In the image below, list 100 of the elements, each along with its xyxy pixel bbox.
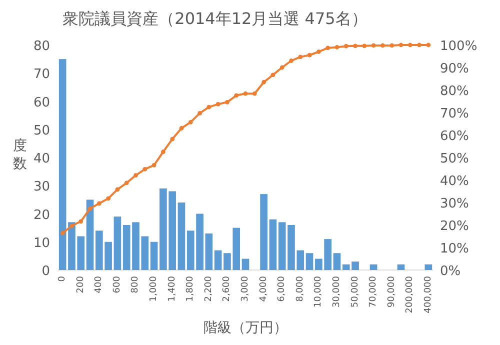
x-tick-label: 2,200	[204, 276, 214, 302]
x-tick-label: 400	[94, 276, 104, 294]
y2-tick: 100%	[440, 39, 478, 54]
x-tick-label: 8,000	[295, 276, 306, 302]
x-tick-label: 50,000	[350, 276, 360, 308]
point	[188, 120, 193, 124]
point	[124, 180, 129, 186]
y-tick: 70	[33, 67, 50, 82]
point	[426, 42, 431, 48]
y-tick: 60	[33, 95, 50, 110]
y2-tick: 70%	[440, 106, 469, 122]
bar	[150, 242, 158, 270]
x-tick-label: 800	[130, 276, 141, 294]
bar	[306, 253, 314, 270]
point	[234, 93, 239, 98]
bar	[269, 219, 277, 270]
point	[198, 110, 202, 116]
point	[78, 219, 84, 224]
x-tick-label: 1,400	[167, 276, 178, 302]
point	[170, 136, 175, 142]
point	[371, 43, 376, 48]
point	[88, 206, 92, 211]
point	[417, 42, 422, 48]
point	[60, 230, 65, 236]
bar	[260, 194, 268, 270]
x-tick-label: 1,800	[186, 276, 196, 302]
point	[142, 167, 148, 172]
point	[96, 201, 102, 206]
point	[390, 43, 394, 48]
x-tick-label: 2,600	[222, 276, 232, 302]
point	[115, 187, 120, 192]
bar	[214, 250, 222, 270]
x-tick-label: 4,000	[258, 276, 269, 302]
point	[298, 54, 303, 60]
point	[134, 173, 138, 178]
x-tick-label: 200	[76, 276, 86, 294]
point	[353, 44, 358, 48]
y-axis-title: 度数	[13, 138, 27, 172]
bar	[333, 253, 341, 270]
point	[280, 65, 284, 70]
bar	[114, 216, 122, 270]
y2-tick: 90%	[440, 62, 469, 76]
point	[243, 91, 248, 96]
bar	[86, 200, 94, 270]
bar	[397, 264, 405, 270]
point	[380, 43, 385, 48]
point	[179, 126, 184, 130]
x-tick-label: 3,000	[240, 276, 250, 302]
x-tick-label: 90,000	[386, 276, 397, 308]
x-tick-label: 600	[112, 276, 122, 294]
x-tick-label: 200,000	[405, 276, 416, 314]
point	[362, 44, 367, 48]
point	[252, 91, 257, 96]
y-tick: 40	[33, 152, 50, 166]
point	[160, 150, 166, 154]
bar	[242, 258, 250, 270]
x-tick-label: 0	[58, 276, 68, 282]
point	[316, 50, 321, 54]
y2-tick: 20%	[440, 219, 469, 234]
y-tick: 30	[33, 180, 50, 195]
y-tick: 80	[33, 39, 50, 54]
point	[262, 80, 266, 84]
point	[106, 196, 111, 201]
point	[408, 42, 412, 48]
point	[152, 162, 156, 168]
y-tick: 10	[33, 236, 50, 251]
x-tick-label: 70,000	[368, 276, 379, 308]
point	[206, 104, 212, 110]
x-tick-label: 6,000	[277, 276, 288, 302]
x-axis-title: 階級（万円）	[204, 320, 288, 336]
y-tick: 20	[33, 208, 50, 223]
x-tick-label: 1,000	[149, 276, 160, 302]
bar	[424, 264, 432, 270]
x-tick-label: 30,000	[332, 276, 342, 308]
y2-tick: 0%	[440, 264, 461, 279]
y2-tick: 50%	[440, 152, 469, 166]
bar	[370, 264, 378, 270]
x-tick-label: 400,000	[423, 276, 434, 314]
y2-tick: 10%	[440, 242, 469, 256]
point	[344, 44, 348, 48]
y-tick: 0	[42, 264, 50, 279]
bar	[205, 233, 213, 270]
bar	[58, 59, 66, 270]
point	[225, 100, 230, 104]
point	[70, 224, 74, 228]
point	[289, 58, 294, 63]
point	[270, 72, 276, 78]
point	[216, 102, 220, 106]
x-tick-label: 10,000	[314, 276, 324, 308]
y-tick: 50	[33, 123, 50, 138]
bar	[278, 222, 286, 270]
point	[398, 42, 404, 48]
y2-tick: 60%	[440, 129, 469, 144]
y2-tick: 80%	[440, 84, 469, 99]
y2-tick: 40%	[440, 174, 469, 189]
point	[334, 45, 340, 50]
chart-title: 衆院議員資産（2014年12月当選 475名）	[62, 9, 368, 28]
point	[326, 46, 330, 50]
bar	[178, 202, 186, 270]
point	[307, 52, 312, 58]
